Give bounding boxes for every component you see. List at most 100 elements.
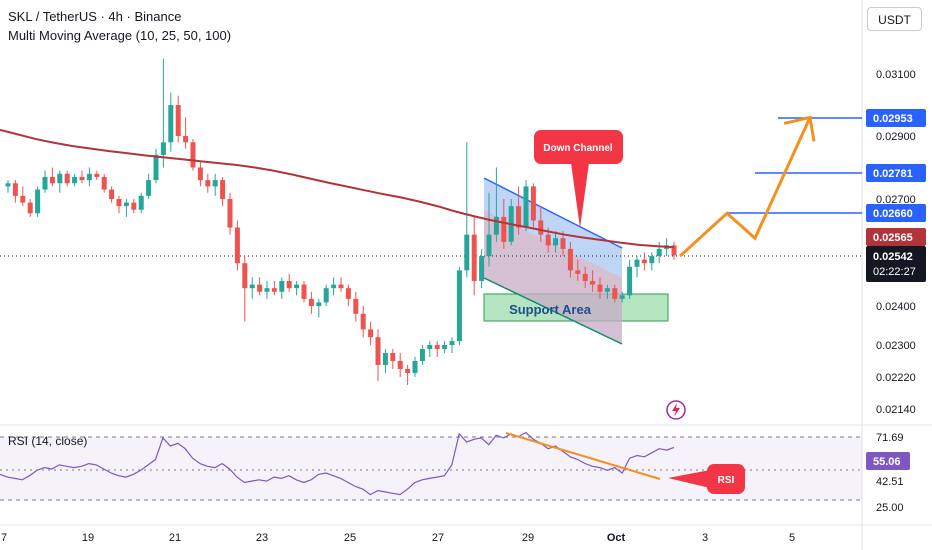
candle[interactable]: [175, 95, 181, 143]
rsi-legend[interactable]: RSI (14, close): [8, 434, 88, 448]
candle[interactable]: [35, 186, 41, 217]
candle[interactable]: [427, 341, 433, 357]
candle[interactable]: [338, 277, 344, 292]
candle[interactable]: [27, 199, 33, 217]
candle[interactable]: [264, 281, 270, 299]
candle[interactable]: [523, 180, 529, 232]
candle[interactable]: [257, 277, 263, 296]
candle[interactable]: [575, 259, 581, 282]
candle[interactable]: [612, 284, 618, 303]
candle[interactable]: [49, 167, 55, 187]
candle[interactable]: [530, 183, 536, 228]
candle[interactable]: [567, 241, 573, 278]
candle[interactable]: [434, 341, 440, 357]
candle[interactable]: [397, 353, 403, 377]
candle[interactable]: [634, 256, 640, 278]
candle[interactable]: [316, 298, 322, 318]
candle[interactable]: [627, 259, 633, 299]
candle[interactable]: [227, 192, 233, 235]
candle[interactable]: [493, 167, 499, 242]
candle[interactable]: [101, 173, 107, 193]
candle[interactable]: [220, 176, 226, 207]
candle[interactable]: [86, 167, 92, 187]
candle[interactable]: [331, 277, 337, 296]
candle[interactable]: [353, 291, 359, 322]
candle[interactable]: [641, 252, 647, 271]
price-pane[interactable]: [0, 0, 862, 424]
candle[interactable]: [234, 220, 240, 271]
candle[interactable]: [249, 277, 255, 299]
candle[interactable]: [72, 173, 78, 187]
candle[interactable]: [205, 173, 211, 193]
candle[interactable]: [619, 291, 625, 303]
candle[interactable]: [671, 241, 677, 260]
price-axis[interactable]: 0.03100 0.02900 0.02700 0.02400 0.02300 0.022…: [876, 69, 916, 416]
candle[interactable]: [190, 139, 196, 171]
candle[interactable]: [486, 192, 492, 267]
candle[interactable]: [360, 306, 366, 338]
candle[interactable]: [649, 252, 655, 271]
candle[interactable]: [279, 277, 285, 299]
channel-bottom-line[interactable]: [483, 277, 623, 345]
lightning-icon[interactable]: [666, 400, 686, 420]
candle[interactable]: [368, 321, 374, 345]
candle[interactable]: [286, 273, 292, 292]
candle[interactable]: [242, 256, 248, 322]
rsi-callout[interactable]: RSI: [668, 464, 745, 494]
candle[interactable]: [197, 161, 203, 187]
candle[interactable]: [590, 270, 596, 292]
candle[interactable]: [308, 291, 314, 314]
candle[interactable]: [390, 349, 396, 369]
candle[interactable]: [271, 281, 277, 296]
candle[interactable]: [57, 170, 63, 193]
candle[interactable]: [138, 192, 144, 214]
candle[interactable]: [464, 142, 470, 278]
candle[interactable]: [109, 186, 115, 203]
candle[interactable]: [131, 199, 137, 214]
candle[interactable]: [5, 180, 11, 193]
symbol-title[interactable]: SKL / TetherUS · 4h · Binance: [8, 9, 182, 24]
candle[interactable]: [294, 281, 300, 296]
candle[interactable]: [419, 345, 425, 365]
candle[interactable]: [153, 148, 159, 184]
candle[interactable]: [479, 248, 485, 289]
candle[interactable]: [442, 341, 448, 353]
candle[interactable]: [412, 357, 418, 377]
candle[interactable]: [212, 173, 218, 196]
candle[interactable]: [160, 58, 166, 168]
candle[interactable]: [116, 195, 122, 214]
time-axis[interactable]: 7 19 21 23 25 27 29 Oct 3 5: [1, 532, 795, 544]
rsi-trendline[interactable]: [505, 432, 661, 480]
candle[interactable]: [604, 284, 610, 299]
candle[interactable]: [382, 349, 388, 373]
candle[interactable]: [345, 284, 351, 306]
candle[interactable]: [375, 329, 381, 381]
candle[interactable]: [20, 186, 26, 207]
candle[interactable]: [501, 199, 507, 249]
projection-path[interactable]: [678, 116, 812, 258]
candle[interactable]: [42, 170, 48, 193]
candle[interactable]: [94, 170, 100, 181]
candle[interactable]: [64, 170, 70, 187]
candle[interactable]: [553, 231, 559, 253]
candle[interactable]: [183, 117, 189, 149]
candle[interactable]: [538, 206, 544, 242]
candle[interactable]: [582, 266, 588, 289]
candle[interactable]: [146, 173, 152, 199]
candle[interactable]: [79, 170, 85, 184]
candle[interactable]: [405, 365, 411, 385]
candle[interactable]: [123, 199, 129, 217]
indicator-legend[interactable]: Multi Moving Average (10, 25, 50, 100): [8, 28, 232, 43]
candle[interactable]: [449, 337, 455, 353]
moving-average-line[interactable]: [0, 128, 675, 249]
candle[interactable]: [471, 216, 477, 296]
candle[interactable]: [301, 281, 307, 303]
candle[interactable]: [323, 284, 329, 306]
candle[interactable]: [456, 266, 462, 345]
candle[interactable]: [597, 277, 603, 299]
candle[interactable]: [168, 92, 174, 152]
currency-button[interactable]: USDT: [867, 7, 922, 31]
candle[interactable]: [12, 180, 18, 203]
down-channel-callout[interactable]: Down Channel: [534, 130, 623, 228]
